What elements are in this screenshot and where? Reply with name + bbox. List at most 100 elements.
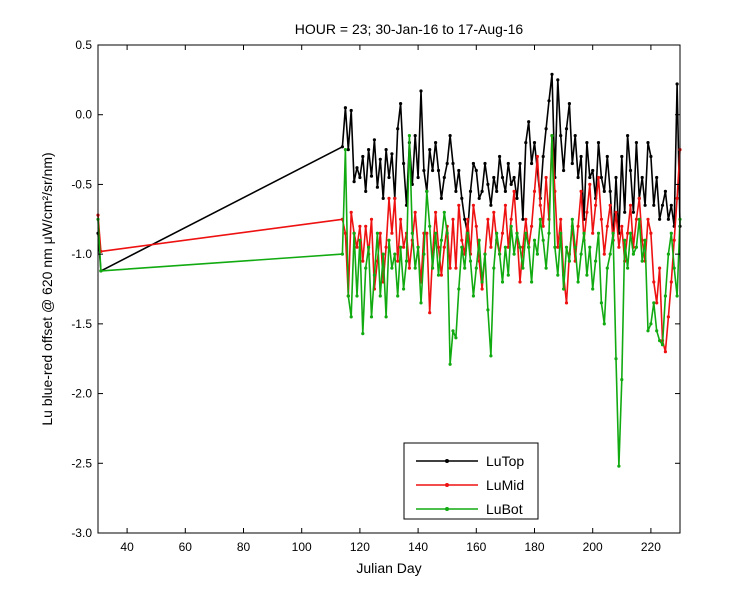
data-point: [367, 148, 371, 152]
data-point: [346, 148, 350, 152]
legend-label: LuMid: [486, 477, 524, 493]
x-axis: 40 60 80 100 120 140 160 180 200 220: [120, 45, 661, 554]
data-point: [547, 231, 551, 235]
data-point: [471, 203, 475, 207]
data-point: [480, 280, 484, 284]
data-point: [460, 238, 464, 242]
data-point: [669, 231, 673, 235]
data-point: [500, 175, 505, 180]
data-point: [585, 141, 589, 145]
data-point: [378, 231, 382, 235]
data-point: [515, 231, 519, 235]
data-point: [594, 203, 598, 207]
data-point: [428, 148, 432, 152]
data-point: [483, 161, 487, 166]
data-point: [495, 231, 499, 235]
data-point: [399, 102, 403, 106]
data-point: [468, 259, 473, 263]
data-point: [666, 217, 671, 221]
data-point: [614, 357, 618, 361]
data-point: [605, 266, 609, 270]
data-point: [672, 266, 676, 270]
data-point: [596, 231, 601, 235]
data-point: [640, 259, 644, 263]
data-point: [439, 273, 443, 277]
data-point: [387, 238, 391, 242]
data-point: [492, 210, 496, 214]
data-point: [532, 189, 537, 193]
data-point: [675, 196, 679, 200]
data-point: [623, 238, 627, 242]
data-point: [349, 210, 353, 214]
data-point: [358, 175, 362, 180]
data-point: [634, 245, 639, 249]
data-point: [556, 245, 560, 249]
data-point: [367, 245, 371, 249]
data-point: [364, 189, 368, 193]
data-point: [340, 145, 344, 149]
data-point: [570, 217, 574, 221]
data-point: [675, 294, 679, 298]
data-point: [384, 148, 388, 152]
data-point: [538, 217, 542, 221]
data-point: [564, 127, 569, 131]
data-point: [419, 301, 423, 305]
data-point: [474, 168, 478, 173]
data-point: [506, 161, 510, 166]
data-point: [480, 189, 484, 193]
data-point: [637, 196, 641, 200]
data-point: [646, 141, 650, 145]
data-point: [416, 245, 420, 249]
data-point: [588, 175, 592, 180]
data-point: [614, 175, 618, 180]
data-point: [608, 203, 612, 207]
data-point: [666, 252, 671, 256]
data-point: [439, 196, 443, 200]
data-point: [509, 182, 513, 186]
data-point: [416, 175, 420, 180]
data-point: [355, 294, 359, 298]
series-layer: [96, 72, 682, 468]
data-point: [407, 266, 411, 270]
data-point: [498, 154, 502, 159]
data-point: [393, 196, 397, 200]
data-point: [396, 127, 400, 131]
data-point: [602, 252, 606, 256]
data-point: [538, 203, 542, 207]
data-point: [556, 78, 560, 82]
data-point: [413, 134, 417, 138]
data-point: [390, 266, 394, 270]
data-point: [579, 189, 583, 193]
data-point: [550, 134, 554, 138]
data-point: [564, 245, 569, 249]
x-tick-label: 100: [292, 540, 312, 554]
data-point: [573, 245, 577, 249]
data-point: [663, 350, 668, 354]
data-point: [637, 217, 641, 221]
y-axis-title: Lu blue-red offset @ 620 nm μW/cm²/sr/nm…: [39, 152, 55, 425]
y-tick-label: -1.0: [71, 247, 92, 261]
legend-marker: [445, 507, 449, 511]
data-point: [422, 168, 426, 173]
data-point: [431, 266, 435, 270]
data-point: [477, 196, 481, 200]
data-point: [655, 175, 659, 180]
legend: LuTop LuMid LuBot: [403, 442, 539, 520]
data-point: [649, 154, 653, 159]
data-point: [556, 273, 560, 277]
data-point: [530, 161, 534, 166]
data-point: [663, 189, 668, 193]
data-point: [660, 343, 665, 347]
data-point: [451, 329, 455, 333]
data-point: [381, 196, 385, 200]
data-point: [454, 336, 458, 340]
data-point: [509, 224, 513, 228]
data-point: [399, 245, 403, 249]
data-point: [387, 196, 391, 200]
data-point: [591, 168, 595, 173]
data-point: [431, 168, 435, 173]
data-point: [652, 301, 656, 305]
data-point: [530, 224, 534, 228]
data-point: [413, 266, 417, 270]
data-point: [599, 301, 604, 305]
